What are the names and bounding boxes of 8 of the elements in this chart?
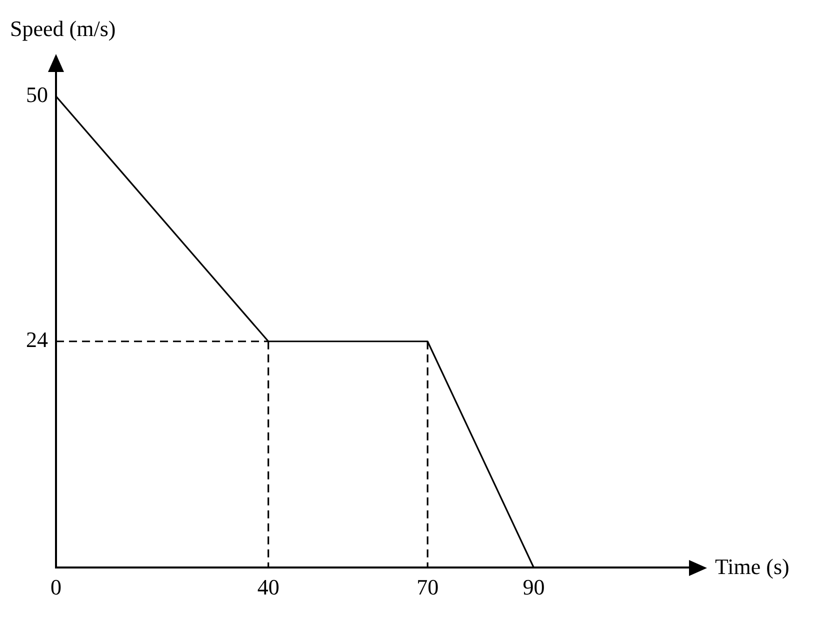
x-tick-label: 40: [257, 574, 280, 600]
x-tick-label: 70: [416, 574, 439, 600]
y-tick-label: 24: [26, 327, 48, 352]
x-tick-label: 0: [50, 574, 62, 600]
y-axis-title: Speed (m/s): [10, 16, 116, 42]
x-axis-title: Time (s): [715, 554, 790, 580]
x-tick-label: 90: [522, 574, 545, 600]
y-tick-label: 50: [26, 82, 48, 108]
